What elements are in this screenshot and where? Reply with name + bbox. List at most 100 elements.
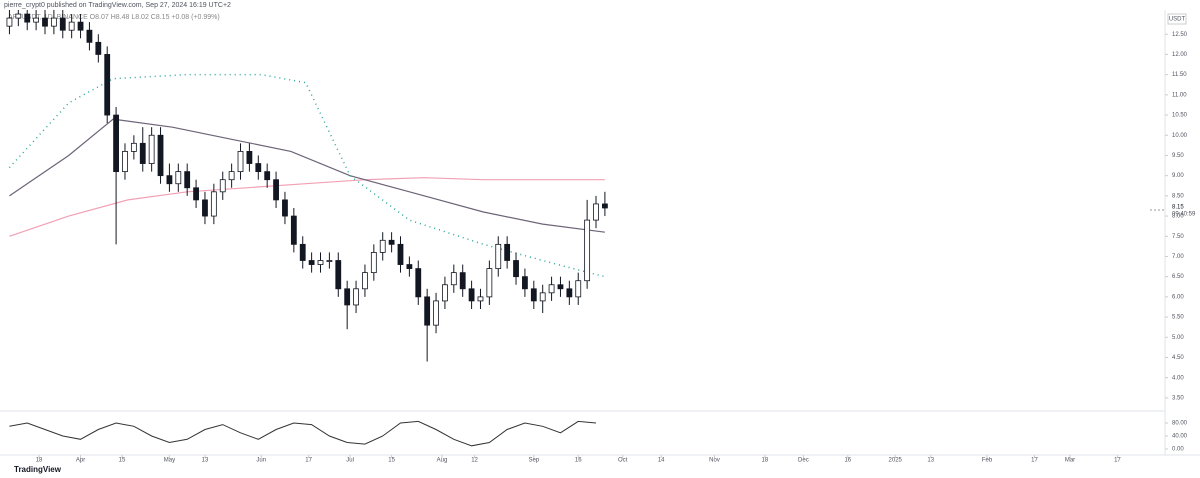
x-tick-label: 14 — [658, 458, 665, 464]
symbol-line: APTUSDT, 1D, BINANCE O8.07 H8.48 L8.02 C… — [8, 14, 220, 21]
indicator-line — [9, 118, 605, 233]
candle-body — [459, 272, 466, 290]
candle-body — [95, 41, 102, 55]
candle-body — [77, 21, 84, 31]
y-tick-label: 9.00 — [1172, 173, 1184, 179]
candle-body — [406, 264, 413, 269]
y-tick-label: 4.50 — [1172, 355, 1184, 361]
candle-body — [264, 171, 271, 181]
candle-body — [539, 292, 546, 302]
candle-body — [42, 17, 48, 27]
candle-body — [50, 17, 57, 27]
candle-body — [210, 191, 217, 217]
y-tick-label: 12.00 — [1172, 52, 1188, 58]
y-tick-label: 5.00 — [1172, 335, 1184, 341]
candle-body — [326, 260, 333, 262]
y-tick-label: 8.00 — [1172, 214, 1184, 220]
x-tick-label: Mar — [1065, 458, 1075, 464]
candle-body — [6, 17, 13, 27]
candle-body — [157, 134, 164, 177]
candle-body — [139, 142, 146, 164]
osc-tick-label: 80.00 — [1172, 421, 1188, 427]
candle-body — [15, 13, 22, 19]
y-tick-label: 7.00 — [1172, 254, 1184, 260]
brand: TradingView — [14, 465, 62, 474]
candle-body — [504, 243, 511, 261]
candle-body — [602, 203, 608, 209]
x-tick-label: 13 — [927, 458, 934, 464]
candle-body — [495, 243, 502, 269]
candle-body — [59, 17, 66, 31]
candle-body — [344, 288, 351, 306]
y-tick-label: 5.50 — [1172, 315, 1184, 321]
candle-body — [593, 203, 599, 221]
y-tick-label: 9.50 — [1172, 153, 1184, 159]
x-tick-label: 2025 — [889, 458, 903, 464]
oscillator-line — [9, 420, 597, 447]
x-tick-label: Jul — [346, 458, 354, 464]
candle-body — [477, 296, 484, 302]
candle-body — [122, 151, 128, 173]
candle-body — [424, 296, 431, 326]
currency-box — [1167, 13, 1187, 25]
header: pierre_crypt0 published on TradingView.c… — [4, 2, 231, 9]
candle-body — [397, 243, 404, 265]
x-tick-label: Feb — [982, 458, 993, 464]
x-tick-label: Jun — [256, 458, 266, 464]
candle-body — [193, 187, 199, 201]
x-tick-label: Apr — [76, 458, 85, 464]
y-tick-label: 11.50 — [1172, 72, 1187, 78]
candle-body — [202, 199, 208, 217]
candle-body — [575, 280, 582, 298]
candle-body — [335, 260, 342, 290]
x-tick-label: 17 — [1114, 458, 1121, 464]
x-tick-label: 13 — [202, 458, 209, 464]
x-tick-label: Dec — [798, 458, 809, 464]
osc-tick-label: 0.00 — [1172, 447, 1184, 453]
y-tick-label: 8.50 — [1172, 193, 1184, 199]
candle-body — [282, 199, 288, 217]
candle-body — [379, 239, 386, 253]
candle-body — [104, 54, 111, 116]
candle-body — [433, 300, 439, 326]
candle-body — [317, 260, 324, 265]
y-tick-label: 10.00 — [1172, 133, 1188, 139]
candle-body — [566, 288, 573, 298]
candle-body — [299, 243, 306, 261]
candle-body — [290, 215, 297, 245]
x-tick-label: 15 — [388, 458, 395, 464]
candle-body — [228, 171, 235, 181]
candle-body — [353, 288, 359, 306]
candle-body — [24, 13, 31, 23]
candle-body — [130, 142, 137, 152]
y-tick-label: 6.00 — [1172, 294, 1184, 300]
y-tick-label: 3.50 — [1172, 395, 1184, 401]
oscillator-pane — [9, 420, 597, 447]
candle-body — [184, 171, 191, 189]
candle-body — [522, 276, 528, 290]
candle-body — [388, 239, 395, 245]
indicator-line — [9, 177, 605, 237]
candle-body — [584, 219, 591, 282]
candle-body — [33, 17, 40, 23]
candle-body — [113, 114, 119, 173]
x-tick-label: 12 — [471, 458, 478, 464]
x-tick-label: 18 — [36, 458, 43, 464]
candle-body — [308, 260, 315, 265]
countdown: 09:40:59 — [1172, 212, 1196, 218]
x-tick-label: Oct — [618, 458, 628, 464]
candle-body — [175, 171, 182, 185]
x-tick-label: Nov — [709, 458, 720, 464]
y-tick-label: 7.50 — [1172, 234, 1184, 240]
x-tick-label: 18 — [762, 458, 769, 464]
x-tick-label: 16 — [844, 458, 851, 464]
x-tick-label: 17 — [1031, 458, 1038, 464]
candle-body — [450, 272, 457, 286]
candle-body — [362, 272, 368, 290]
y-tick-label: 4.00 — [1172, 375, 1184, 381]
candle-body — [273, 179, 279, 201]
candle-body — [415, 268, 422, 298]
axes: 3.50 4.00 4.50 5.00 5.50 6.00 6.50 7.00 7.50 8.00… — [36, 32, 1196, 464]
